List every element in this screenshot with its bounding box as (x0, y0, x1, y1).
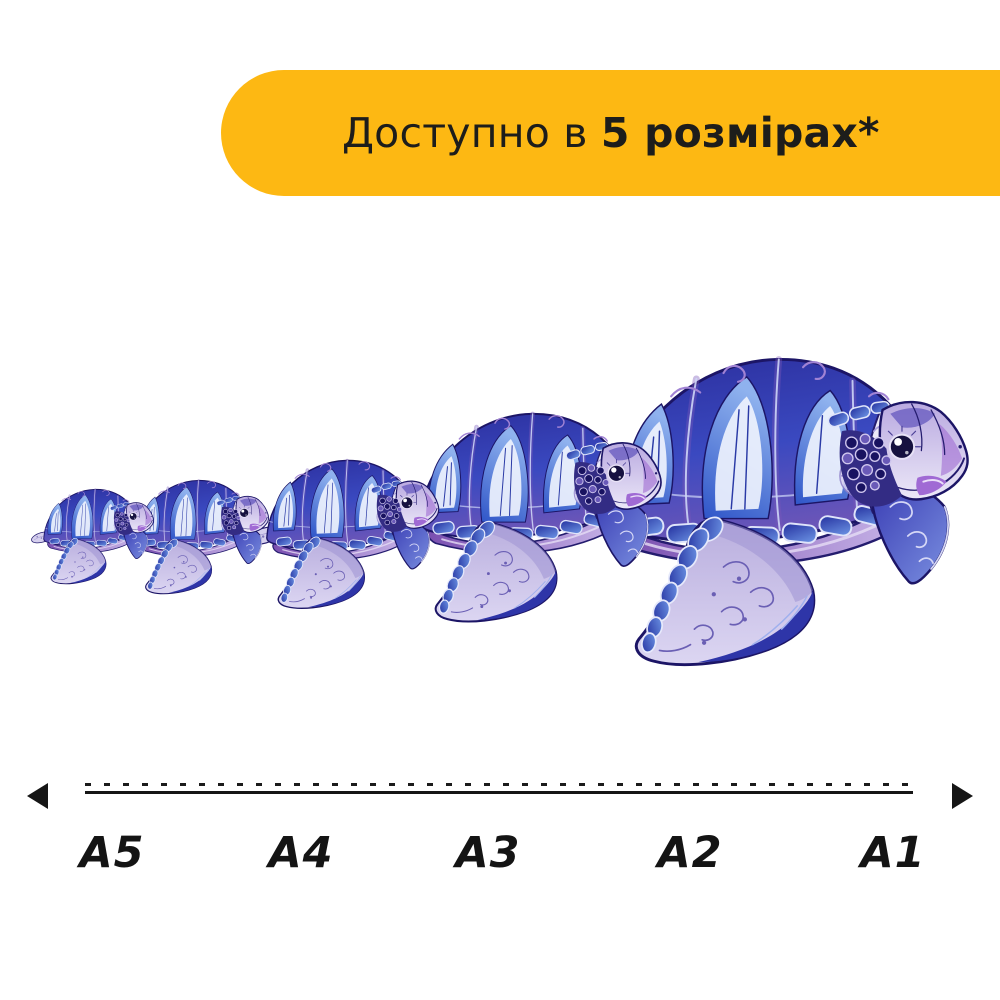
size-label-a2: A2 (657, 828, 723, 878)
left-arrow-icon (27, 783, 48, 809)
banner-text-regular: Доступно в (341, 109, 601, 157)
size-label-a3: A3 (455, 828, 521, 878)
sea-turtle-a3 (244, 458, 441, 610)
right-arrow-icon (952, 783, 973, 809)
size-label-a5: A5 (79, 828, 145, 878)
scale-line (85, 791, 913, 794)
size-label-a4: A4 (268, 828, 334, 878)
size-labels-row: A5 A4 A3 A2 A1 (0, 828, 1000, 888)
availability-banner: Доступно в 5 розмірах* (221, 70, 1000, 196)
sea-turtle-a5 (29, 488, 155, 585)
scale-line-dashed (85, 783, 913, 786)
size-label-a1: A1 (860, 828, 926, 878)
banner-text-bold: 5 розмірах* (600, 109, 880, 157)
availability-banner-text: Доступно в 5 розмірах* (289, 61, 880, 205)
